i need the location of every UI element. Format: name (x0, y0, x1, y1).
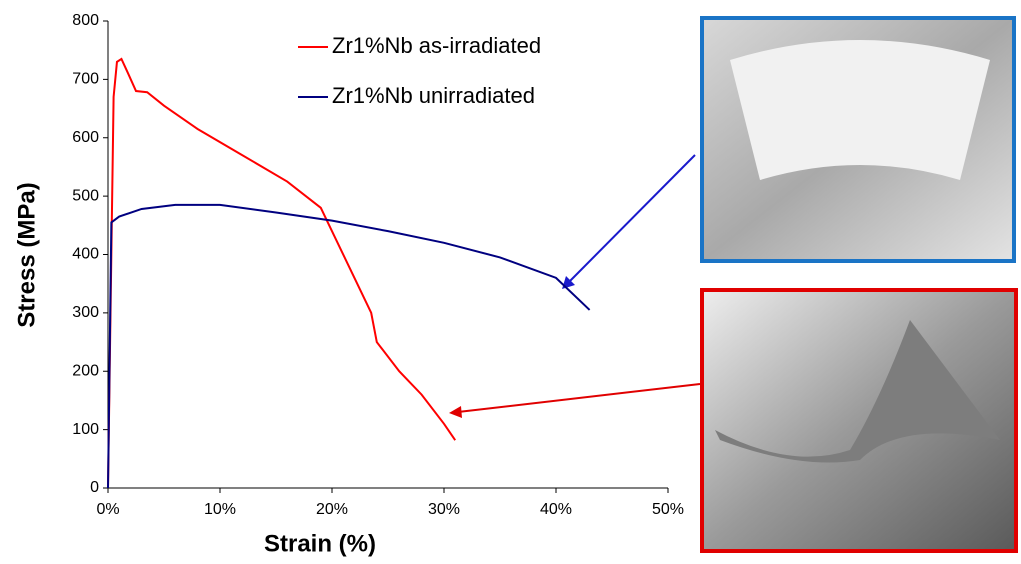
x-tick-label: 30% (428, 501, 460, 518)
y-tick-label: 300 (72, 304, 99, 321)
x-axis-title: Strain (%) (264, 530, 376, 557)
series-line (108, 205, 590, 488)
arrowhead (449, 406, 462, 418)
y-tick-label: 200 (72, 362, 99, 379)
arrow (458, 384, 700, 412)
x-tick-label: 20% (316, 501, 348, 518)
y-axis-title: Stress (MPa) (13, 182, 40, 327)
legend-label: Zr1%Nb as-irradiated (332, 33, 541, 58)
x-tick-label: 50% (652, 501, 684, 518)
series-line (108, 59, 455, 488)
photo-detail (730, 40, 990, 180)
y-tick-label: 700 (72, 71, 99, 88)
y-tick-label: 0 (90, 479, 99, 496)
y-tick-label: 800 (72, 12, 99, 29)
arrow (568, 155, 695, 283)
x-tick-label: 0% (96, 501, 119, 518)
x-tick-label: 10% (204, 501, 236, 518)
x-tick-label: 40% (540, 501, 572, 518)
y-tick-label: 100 (72, 421, 99, 438)
y-tick-label: 600 (72, 129, 99, 146)
y-tick-label: 400 (72, 246, 99, 263)
y-tick-label: 500 (72, 187, 99, 204)
legend-label: Zr1%Nb unirradiated (332, 83, 535, 108)
chart: Strain (%) Stress (MPa) 0 100 200 300 400 500… (0, 0, 1021, 559)
